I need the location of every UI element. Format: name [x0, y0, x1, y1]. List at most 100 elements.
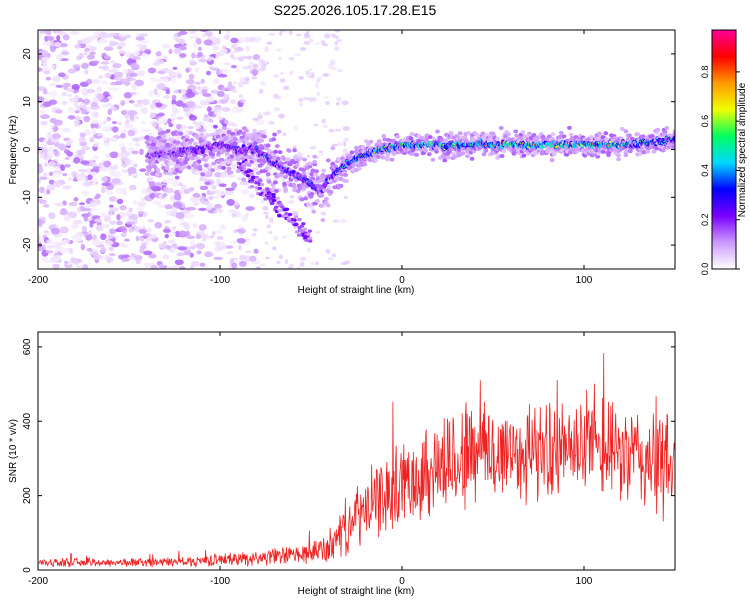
spectrogram-x-label: Height of straight line (km) [298, 285, 415, 296]
heat-cell [87, 211, 92, 216]
heat-cell [59, 226, 69, 234]
heat-cell [64, 260, 69, 264]
heat-cell [51, 241, 58, 248]
heat-cell [209, 164, 213, 168]
heat-cell [39, 109, 46, 116]
heat-cell [217, 115, 224, 121]
heat-cell [171, 207, 178, 213]
heat-cell [216, 178, 221, 182]
heat-cell [88, 202, 97, 207]
heat-cell [275, 196, 281, 200]
heat-cell [183, 212, 194, 219]
heat-cell [662, 129, 668, 134]
heat-cell [100, 233, 107, 241]
heat-cell [237, 56, 244, 62]
heat-cell [93, 196, 99, 200]
heat-cell [52, 126, 59, 131]
heat-cell [307, 74, 314, 79]
heat-cell [654, 146, 660, 151]
heat-cell [273, 180, 278, 185]
heat-cell [67, 177, 73, 182]
heat-cell [76, 55, 82, 61]
heat-cell [292, 148, 298, 153]
heat-cell [211, 161, 217, 166]
heat-cell [139, 168, 147, 172]
heat-cell [141, 120, 146, 125]
heat-cell [116, 198, 124, 205]
heat-cell [278, 113, 285, 119]
heat-cell [62, 185, 72, 190]
heat-cell [223, 171, 227, 177]
heat-cell [612, 136, 618, 141]
heat-cell [120, 110, 128, 114]
heat-cell [189, 35, 199, 40]
heat-cell [206, 207, 211, 211]
heat-cell [299, 261, 305, 267]
colorbar-label: Normalized spectral amplitude [737, 82, 748, 217]
heat-cell [263, 111, 270, 116]
heat-cell [144, 171, 150, 176]
heat-cell [48, 40, 55, 48]
heat-cell [89, 51, 96, 55]
heat-cell [232, 81, 238, 85]
heat-cell [145, 237, 152, 243]
heat-cell [252, 63, 258, 69]
heat-cell [299, 103, 304, 107]
heat-cell [91, 128, 96, 136]
heat-cell [148, 180, 155, 188]
heat-cell [244, 76, 250, 82]
heat-cell [39, 147, 48, 152]
heat-cell [155, 51, 162, 57]
heat-cell [157, 112, 165, 117]
heat-cell [170, 113, 177, 119]
heat-cell [277, 214, 282, 218]
heat-cell [217, 73, 228, 78]
heat-cell [161, 134, 166, 139]
heat-cell [264, 241, 269, 245]
heat-cell [435, 129, 440, 134]
colorbar-tick-label: 0.4 [700, 164, 710, 177]
heat-cell [271, 152, 277, 157]
heat-cell [91, 60, 100, 64]
heat-cell [126, 221, 136, 225]
heat-cell [177, 73, 182, 79]
heat-cell [46, 184, 55, 191]
heat-cell [111, 121, 117, 125]
heat-cell [331, 143, 339, 147]
heat-cell [489, 151, 495, 156]
heat-cell [202, 234, 207, 239]
heat-cell [257, 58, 264, 62]
heat-cell [121, 129, 128, 134]
heat-cell [149, 192, 156, 199]
heat-cell [67, 106, 77, 113]
heat-cell [224, 190, 235, 196]
heat-cell [154, 222, 163, 229]
heat-cell [87, 35, 97, 41]
heat-cell [259, 81, 266, 86]
heat-cell [202, 136, 207, 141]
heat-cell [187, 126, 195, 130]
heat-cell [317, 184, 323, 189]
heat-cell [655, 127, 661, 132]
heat-cell [179, 266, 186, 269]
heat-cell [38, 33, 42, 40]
heat-cell [71, 171, 78, 178]
heat-cell [319, 193, 325, 198]
heat-cell [171, 103, 177, 109]
heat-cell [498, 125, 504, 130]
heat-cell [134, 79, 145, 87]
heat-cell [495, 137, 500, 142]
y-tick-label: 10 [22, 96, 33, 108]
heat-cell [558, 130, 564, 135]
heat-cell [295, 33, 302, 37]
heat-cell [239, 36, 245, 44]
heat-cell [606, 153, 611, 158]
colorbar-tick-label: 0.6 [700, 115, 710, 128]
heat-cell [336, 38, 342, 43]
heat-cell [43, 70, 51, 75]
heat-cell [121, 258, 128, 263]
heat-cell [597, 131, 602, 136]
heat-cell [132, 56, 141, 61]
heat-cell [395, 134, 400, 139]
snr-y-ticks: 0 200 400 600 [22, 338, 675, 573]
